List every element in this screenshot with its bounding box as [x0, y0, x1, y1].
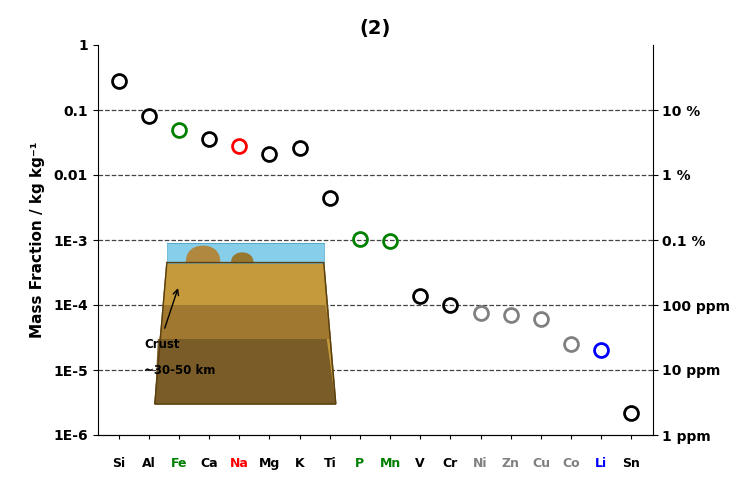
Text: Mg: Mg	[259, 457, 280, 470]
Text: Ca: Ca	[200, 457, 218, 470]
Polygon shape	[232, 253, 253, 262]
Text: Crust: Crust	[144, 338, 180, 350]
Polygon shape	[187, 246, 220, 262]
Text: Co: Co	[562, 457, 580, 470]
Y-axis label: Mass Fraction / kg kg⁻¹: Mass Fraction / kg kg⁻¹	[30, 142, 45, 338]
Text: Li: Li	[596, 457, 608, 470]
Text: Ti: Ti	[323, 457, 336, 470]
Text: Si: Si	[112, 457, 125, 470]
Polygon shape	[166, 243, 324, 262]
Polygon shape	[164, 262, 326, 305]
Text: Zn: Zn	[502, 457, 520, 470]
Text: Cr: Cr	[442, 457, 458, 470]
Text: Ni: Ni	[473, 457, 488, 470]
Text: K: K	[295, 457, 304, 470]
Text: P: P	[356, 457, 364, 470]
Text: Fe: Fe	[171, 457, 188, 470]
Title: (2): (2)	[359, 19, 391, 38]
Polygon shape	[154, 262, 336, 404]
Text: Sn: Sn	[622, 457, 640, 470]
Text: Cu: Cu	[532, 457, 550, 470]
Text: Al: Al	[142, 457, 156, 470]
Polygon shape	[154, 339, 336, 404]
Text: Mn: Mn	[380, 457, 400, 470]
Text: ~30-50 km: ~30-50 km	[144, 364, 216, 376]
Polygon shape	[159, 305, 332, 339]
Text: Na: Na	[230, 457, 249, 470]
Text: V: V	[416, 457, 425, 470]
